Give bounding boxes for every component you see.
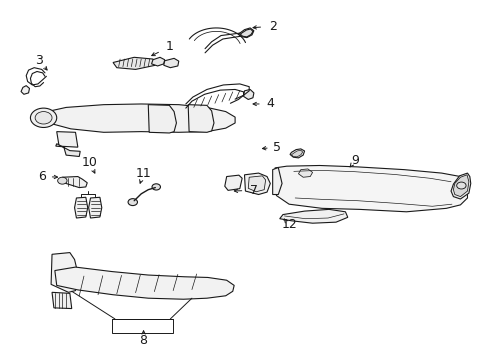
Polygon shape [272, 167, 282, 194]
Polygon shape [188, 105, 214, 132]
Polygon shape [244, 173, 270, 194]
Polygon shape [55, 267, 234, 299]
Text: 2: 2 [268, 20, 276, 33]
Polygon shape [291, 150, 302, 157]
Polygon shape [279, 210, 347, 223]
Circle shape [128, 199, 137, 206]
Polygon shape [450, 173, 470, 199]
Polygon shape [151, 57, 164, 66]
Polygon shape [56, 144, 80, 157]
Polygon shape [112, 319, 173, 333]
Text: 3: 3 [35, 54, 43, 67]
Circle shape [35, 112, 52, 124]
Polygon shape [452, 175, 468, 197]
Polygon shape [289, 149, 304, 158]
Text: 12: 12 [281, 219, 296, 231]
Polygon shape [163, 58, 179, 68]
Polygon shape [21, 86, 29, 94]
Text: 8: 8 [139, 334, 147, 347]
Polygon shape [42, 104, 235, 132]
Polygon shape [224, 175, 242, 190]
Text: 9: 9 [350, 154, 358, 167]
Polygon shape [88, 197, 102, 218]
Circle shape [152, 184, 160, 190]
Polygon shape [298, 169, 312, 177]
Text: 4: 4 [266, 98, 274, 111]
Polygon shape [248, 176, 265, 192]
Polygon shape [113, 57, 155, 69]
Polygon shape [52, 292, 72, 309]
Text: 7: 7 [249, 184, 257, 197]
Polygon shape [243, 89, 253, 99]
Polygon shape [238, 28, 253, 37]
Text: 1: 1 [165, 40, 173, 53]
Circle shape [58, 177, 67, 184]
Circle shape [456, 182, 465, 189]
Polygon shape [240, 29, 252, 37]
Polygon shape [148, 105, 176, 133]
Polygon shape [51, 253, 78, 292]
Circle shape [30, 108, 57, 127]
Polygon shape [74, 197, 87, 218]
Text: 11: 11 [135, 167, 151, 180]
Text: 5: 5 [273, 141, 281, 154]
Text: 10: 10 [81, 156, 97, 169]
Polygon shape [62, 176, 87, 188]
Text: 6: 6 [38, 170, 45, 183]
Polygon shape [57, 132, 78, 147]
Polygon shape [274, 166, 467, 212]
